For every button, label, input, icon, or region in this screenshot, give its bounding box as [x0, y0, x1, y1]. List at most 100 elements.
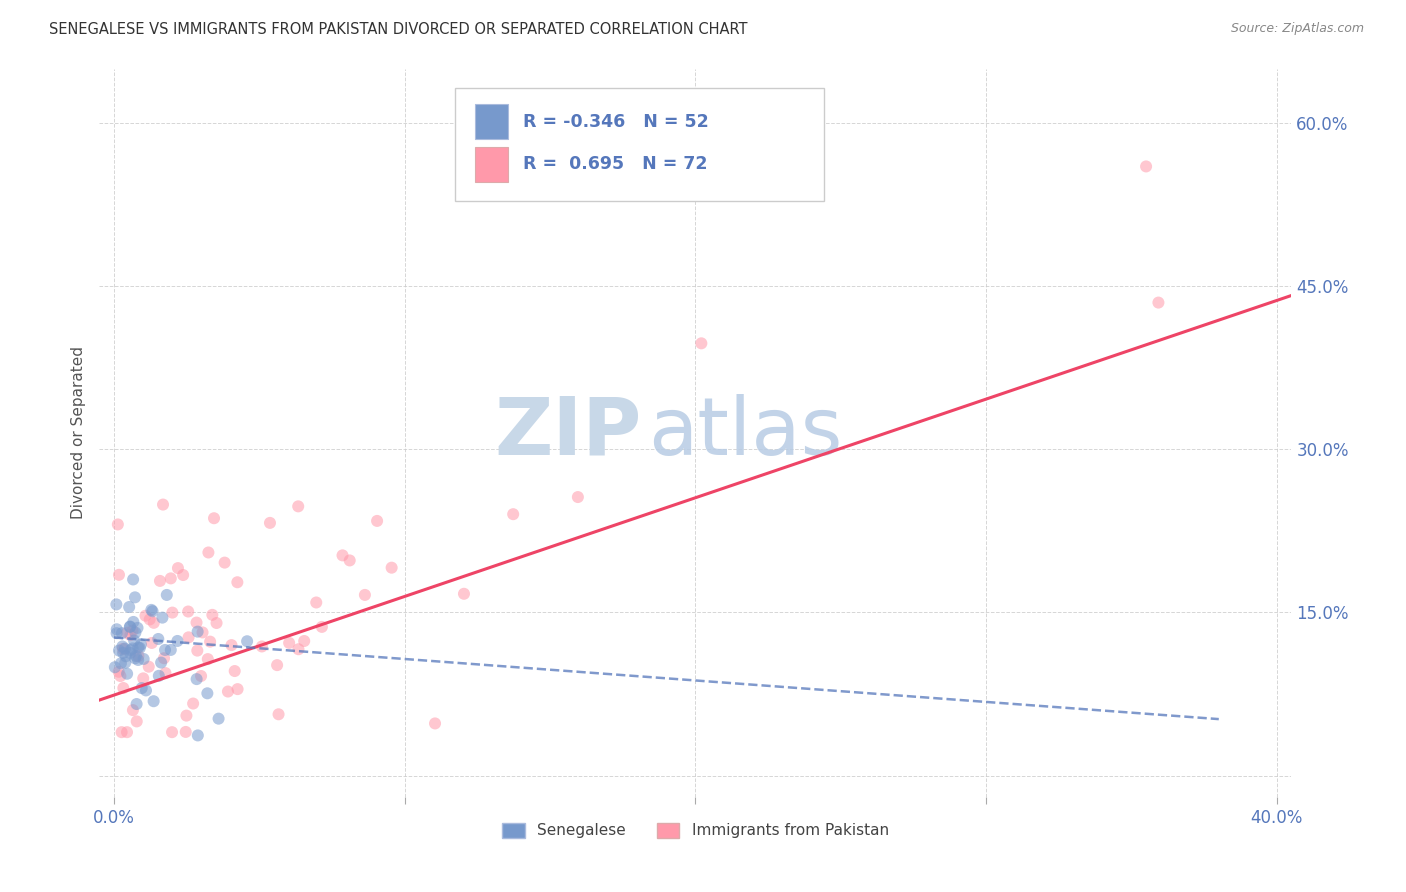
Point [214, 556, 236, 570]
Point [690, 336, 713, 351]
Point [166, 634, 188, 648]
Point [287, 500, 309, 514]
Point [250, 640, 273, 654]
Point [125, 648, 148, 663]
Point [186, 672, 208, 686]
Point [236, 634, 259, 648]
Point [181, 697, 204, 711]
Point [259, 516, 281, 530]
Point [159, 571, 181, 585]
Point [152, 610, 174, 624]
Point [224, 664, 246, 678]
Point [1147, 295, 1170, 310]
Point [141, 604, 163, 618]
Point [311, 620, 333, 634]
Point [118, 620, 141, 634]
Point [132, 652, 155, 666]
Point [148, 632, 170, 646]
Text: Source: ZipAtlas.com: Source: ZipAtlas.com [1230, 22, 1364, 36]
Text: SENEGALESE VS IMMIGRANTS FROM PAKISTAN DIVORCED OR SEPARATED CORRELATION CHART: SENEGALESE VS IMMIGRANTS FROM PAKISTAN D… [49, 22, 748, 37]
Point [142, 615, 165, 630]
Point [129, 638, 152, 652]
Point [141, 636, 163, 650]
Point [153, 643, 176, 657]
Point [125, 714, 148, 729]
Point [292, 634, 315, 648]
Point [111, 641, 134, 656]
Point [226, 682, 249, 697]
Point [197, 545, 219, 559]
Point [152, 498, 174, 512]
Point [120, 643, 142, 657]
Point [138, 659, 160, 673]
Point [141, 603, 163, 617]
Point [108, 567, 131, 582]
Point [177, 631, 200, 645]
Point [190, 669, 212, 683]
Point [107, 517, 129, 532]
Point [114, 641, 136, 656]
Point [354, 588, 377, 602]
Point [131, 681, 153, 695]
Point [118, 600, 141, 615]
Point [122, 633, 145, 648]
Point [162, 606, 184, 620]
Point [176, 708, 198, 723]
Point [110, 669, 132, 683]
Point [105, 626, 128, 640]
Point [121, 624, 143, 638]
Point [127, 653, 149, 667]
Point [174, 725, 197, 739]
Point [195, 686, 218, 700]
Point [114, 649, 136, 664]
Point [191, 625, 214, 640]
Point [205, 615, 228, 630]
Point [366, 514, 388, 528]
Text: R = -0.346   N = 52: R = -0.346 N = 52 [523, 112, 709, 131]
Point [124, 625, 146, 640]
Point [1135, 160, 1157, 174]
Point [132, 671, 155, 685]
Legend: Senegalese, Immigrants from Pakistan: Senegalese, Immigrants from Pakistan [496, 817, 894, 845]
Point [567, 490, 589, 504]
Point [117, 625, 139, 640]
Point [115, 666, 138, 681]
Point [105, 598, 128, 612]
Point [135, 683, 157, 698]
Point [104, 660, 127, 674]
Point [111, 640, 134, 654]
Bar [475, 146, 509, 181]
Point [502, 507, 524, 521]
Point [142, 694, 165, 708]
Point [127, 621, 149, 635]
Point [112, 646, 135, 660]
Point [266, 658, 288, 673]
Point [202, 511, 225, 525]
Point [339, 553, 361, 567]
Bar [475, 104, 509, 139]
Point [217, 684, 239, 698]
Point [127, 648, 149, 663]
Point [160, 725, 183, 739]
Point [111, 725, 134, 739]
Point [134, 608, 156, 623]
Point [332, 549, 354, 563]
Point [112, 681, 135, 695]
Point [120, 619, 142, 633]
Point [381, 560, 404, 574]
Point [207, 712, 229, 726]
Point [115, 725, 138, 739]
Point [187, 728, 209, 742]
Point [186, 615, 208, 630]
Point [114, 656, 136, 670]
Point [110, 657, 132, 671]
Point [278, 636, 301, 650]
Point [108, 643, 131, 657]
Point [177, 605, 200, 619]
Point [153, 651, 176, 665]
Point [121, 641, 143, 656]
Point [221, 638, 243, 652]
FancyBboxPatch shape [454, 88, 824, 202]
Text: atlas: atlas [648, 394, 842, 472]
Point [201, 607, 224, 622]
